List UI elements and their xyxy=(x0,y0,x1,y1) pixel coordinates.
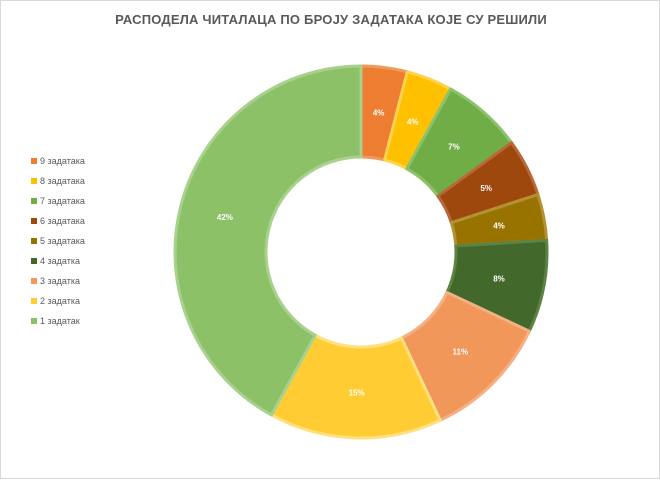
slice-data-label: 4% xyxy=(407,117,419,126)
legend-item: 4 задатка xyxy=(31,251,85,271)
slice xyxy=(173,64,363,417)
slice-data-label: 5% xyxy=(480,184,492,193)
legend-swatch xyxy=(31,178,37,184)
slice-data-label: 11% xyxy=(453,347,469,356)
legend-label: 1 задатак xyxy=(40,316,80,326)
legend-item: 8 задатака xyxy=(31,171,85,191)
legend-label: 3 задатка xyxy=(40,276,80,286)
slice-data-label: 7% xyxy=(448,143,460,152)
legend-swatch xyxy=(31,318,37,324)
legend-swatch xyxy=(31,198,37,204)
legend-label: 7 задатака xyxy=(40,196,85,206)
legend-swatch xyxy=(31,238,37,244)
slice-data-label: 4% xyxy=(373,109,385,118)
chart-legend: 9 задатака 8 задатака 7 задатака 6 задатака… xyxy=(31,151,85,331)
legend-label: 6 задатака xyxy=(40,216,85,226)
slice-data-label: 4% xyxy=(493,222,505,231)
legend-label: 4 задатка xyxy=(40,256,80,266)
legend-swatch xyxy=(31,278,37,284)
legend-swatch xyxy=(31,258,37,264)
slice-data-label: 15% xyxy=(349,388,365,397)
legend-label: 9 задатака xyxy=(40,156,85,166)
legend-item: 6 задатака xyxy=(31,211,85,231)
legend-swatch xyxy=(31,218,37,224)
legend-label: 2 задатка xyxy=(40,296,80,306)
legend-label: 8 задатака xyxy=(40,176,85,186)
legend-label: 5 задатака xyxy=(40,236,85,246)
chart-title: РАСПОДЕЛА ЧИТАЛАЦА ПО БРОЈУ ЗАДАТАКА КОЈ… xyxy=(115,12,547,27)
legend-item: 7 задатака xyxy=(31,191,85,211)
legend-swatch xyxy=(31,158,37,164)
slice-data-label: 8% xyxy=(493,274,505,283)
legend-item: 3 задатка xyxy=(31,271,85,291)
slice-data-label: 42% xyxy=(217,213,233,222)
legend-item: 5 задатака xyxy=(31,231,85,251)
legend-item: 1 задатак xyxy=(31,311,85,331)
legend-item: 9 задатака xyxy=(31,151,85,171)
legend-item: 2 задатка xyxy=(31,291,85,311)
legend-swatch xyxy=(31,298,37,304)
